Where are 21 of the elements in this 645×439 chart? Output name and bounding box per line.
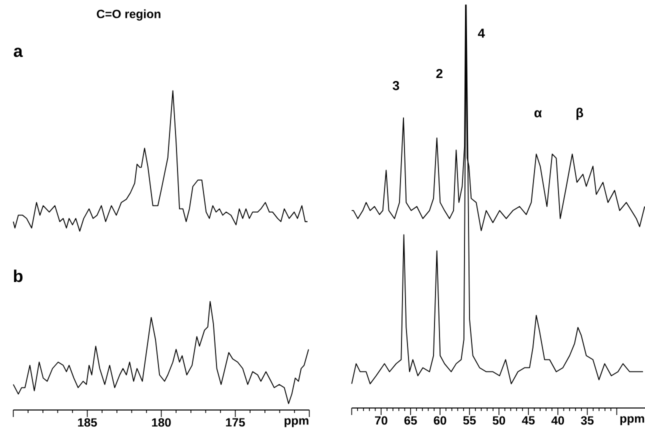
x-tick-label: 180 [152, 418, 171, 427]
annotation: b [14, 270, 23, 282]
x-tick-label: 60 [434, 416, 446, 425]
annotation: β [576, 108, 584, 120]
x-tick-label: 70 [375, 416, 388, 425]
chart-title: C=O region [96, 9, 160, 21]
x-axis-title: ppm [620, 416, 644, 426]
annotation: 3 [392, 81, 400, 90]
x-tick-label: 65 [404, 416, 417, 425]
x-tick-label: 35 [580, 416, 594, 425]
x-tick-label: 55 [463, 416, 476, 425]
x-axis-title: ppm [284, 418, 308, 428]
x-tick-label: 175 [226, 418, 245, 427]
annotation: 2 [436, 68, 442, 78]
x-tick-label: 40 [551, 416, 564, 425]
annotation: 4 [478, 28, 485, 38]
annotation: α [534, 110, 542, 118]
text: a [14, 48, 23, 58]
x-tick-label: 45 [522, 416, 535, 425]
x-tick-label: 50 [492, 416, 506, 425]
x-tick-label: 185 [78, 418, 97, 427]
